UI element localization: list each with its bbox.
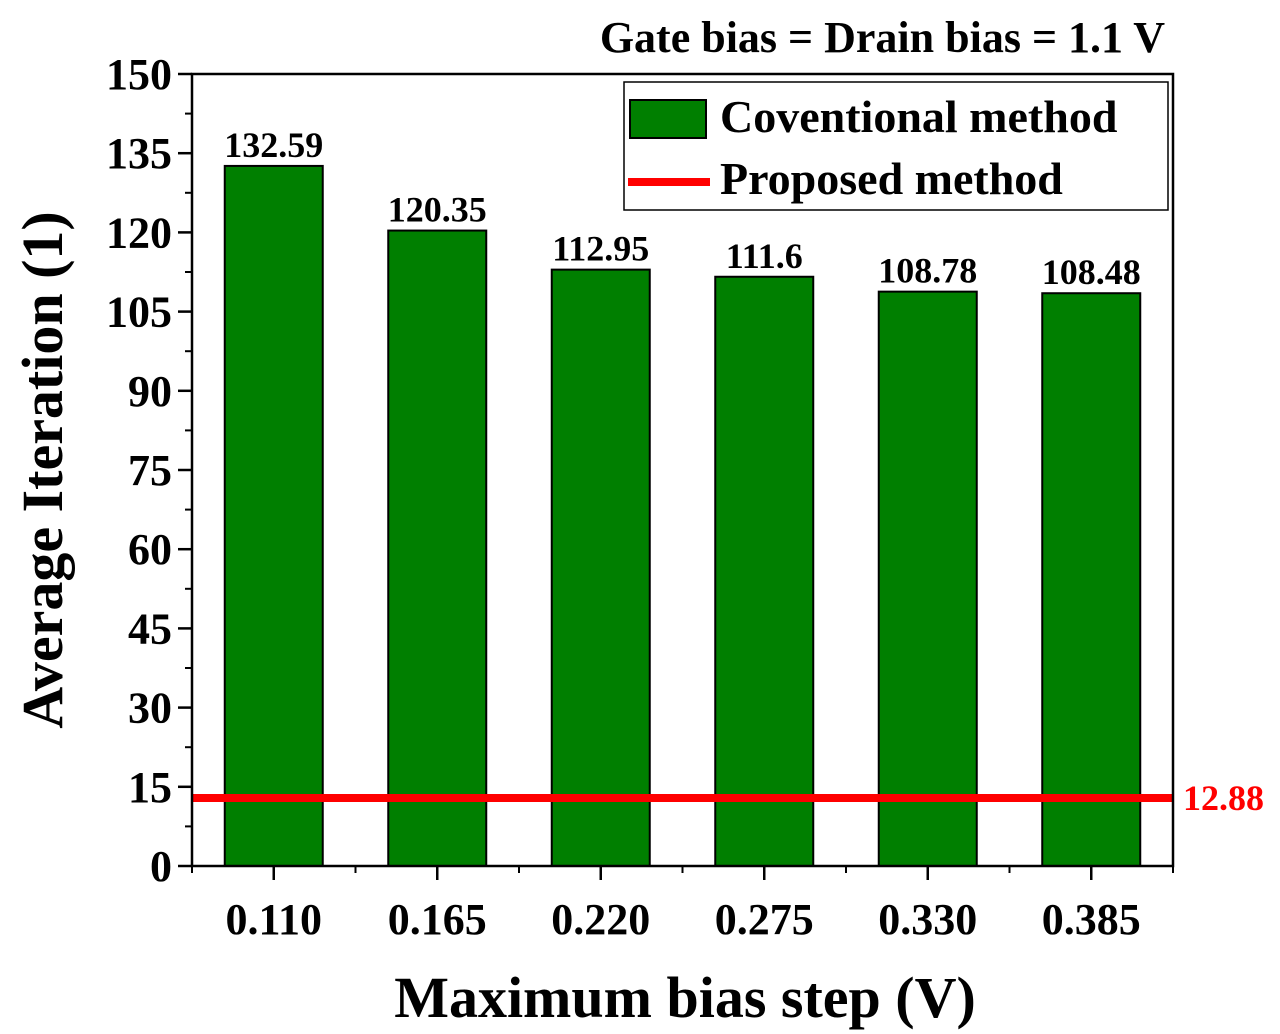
bar-value-label-2: 112.95 bbox=[552, 229, 649, 269]
y-tick-label-1: 15 bbox=[128, 763, 172, 812]
y-tick-label-0: 0 bbox=[150, 842, 172, 891]
y-tick-label-6: 90 bbox=[128, 367, 172, 416]
y-tick-label-7: 105 bbox=[106, 288, 172, 337]
x-tick-label-3: 0.275 bbox=[715, 895, 814, 944]
proposed-method-value-label: 12.88 bbox=[1183, 778, 1264, 818]
bar-value-label-4: 108.78 bbox=[878, 251, 977, 291]
bar-4 bbox=[877, 290, 978, 867]
y-tick-label-10: 150 bbox=[106, 50, 172, 99]
x-tick-label-4: 0.330 bbox=[878, 895, 977, 944]
legend-swatch-bar bbox=[629, 99, 707, 139]
legend: Coventional method Proposed method bbox=[623, 81, 1169, 211]
x-axis-label: Maximum bias step (V) bbox=[394, 965, 976, 1030]
x-tick-label-0: 0.110 bbox=[225, 895, 322, 944]
bar-value-label-5: 108.48 bbox=[1042, 252, 1141, 292]
y-tick-label-8: 120 bbox=[106, 208, 172, 257]
y-tick-label-5: 75 bbox=[128, 446, 172, 495]
bar-0 bbox=[223, 164, 324, 867]
y-tick-label-3: 45 bbox=[128, 604, 172, 653]
bar-5 bbox=[1041, 292, 1142, 867]
bar-1 bbox=[387, 229, 488, 867]
x-tick-label-2: 0.220 bbox=[551, 895, 650, 944]
legend-label-conventional: Coventional method bbox=[720, 91, 1118, 142]
axes: 0 15 30 45 60 75 90 105 120 135 150 0.110 0.165 0.220… bbox=[106, 50, 1175, 944]
y-tick-label-2: 30 bbox=[128, 684, 172, 733]
y-tick-label-4: 60 bbox=[128, 525, 172, 574]
bar-value-label-1: 120.35 bbox=[388, 190, 487, 230]
bar-2 bbox=[550, 268, 651, 867]
legend-label-proposed: Proposed method bbox=[720, 153, 1063, 204]
x-tick-label-1: 0.165 bbox=[388, 895, 487, 944]
bars: 132.59 120.35 112.95 111.6 108.78 108.48 bbox=[223, 125, 1142, 867]
y-axis-label: Average Iteration (1) bbox=[10, 211, 75, 729]
x-tick-label-5: 0.385 bbox=[1042, 895, 1141, 944]
y-tick-label-9: 135 bbox=[106, 129, 172, 178]
legend-box bbox=[623, 81, 1169, 211]
bar-value-label-3: 111.6 bbox=[726, 236, 803, 276]
bar-value-label-0: 132.59 bbox=[224, 125, 323, 165]
bar-3 bbox=[714, 275, 815, 867]
proposed-line-group: 12.88 bbox=[192, 778, 1264, 818]
chart-title: Gate bias = Drain bias = 1.1 V bbox=[600, 13, 1165, 62]
